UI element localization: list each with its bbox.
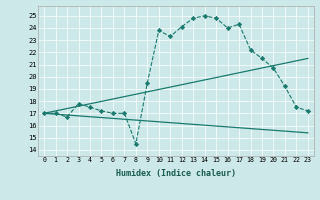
X-axis label: Humidex (Indice chaleur): Humidex (Indice chaleur) (116, 169, 236, 178)
